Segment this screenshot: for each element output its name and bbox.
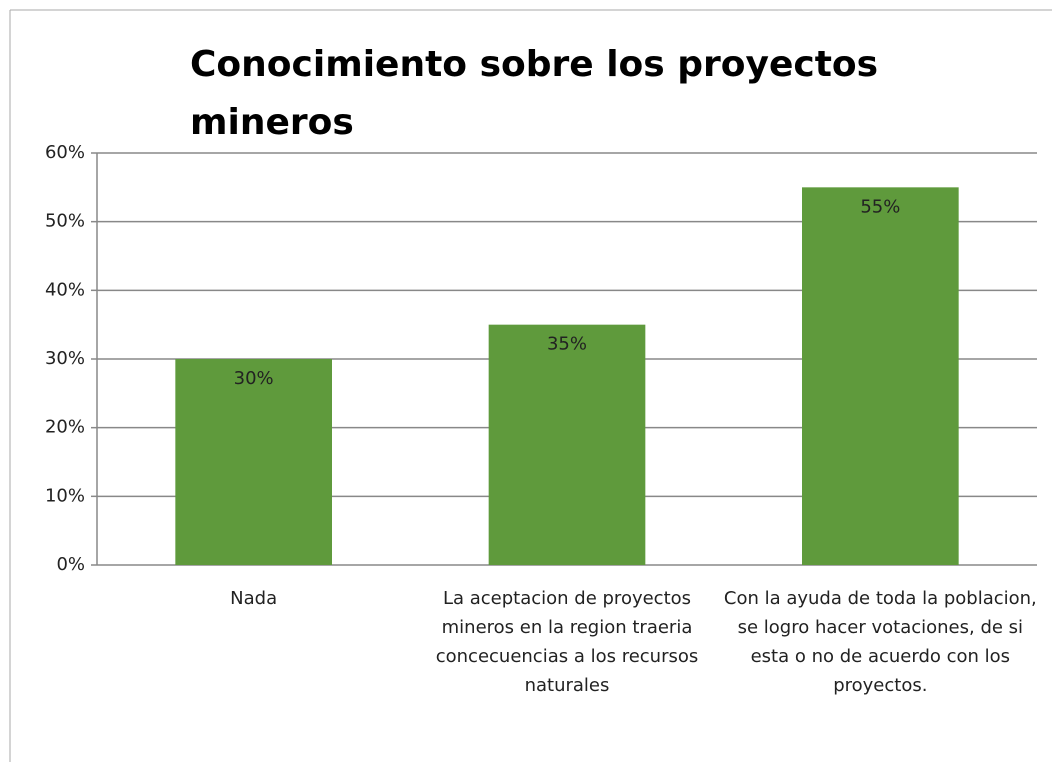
chart-title: Conocimiento sobre los proyectos mineros [190,44,879,143]
bar [488,324,646,565]
data-label: 30% [234,368,274,389]
bar [802,187,959,566]
x-tick-label: La aceptacion de proyectos mineros en la… [435,588,699,696]
data-label: 55% [860,196,900,217]
y-tick-label: 10% [45,485,85,506]
x-tick-label: Con la ayuda de toda la poblacion, se lo… [723,588,1037,696]
y-tick-label: 0% [56,554,85,575]
bar [175,359,332,565]
y-tick-label: 50% [45,211,85,232]
x-tick-label: Nada [230,588,278,609]
y-tick-label: 40% [45,279,85,300]
data-label: 35% [547,334,587,355]
y-tick-label: 30% [45,348,85,369]
y-tick-label: 60% [45,142,85,163]
y-tick-label: 20% [45,417,85,438]
